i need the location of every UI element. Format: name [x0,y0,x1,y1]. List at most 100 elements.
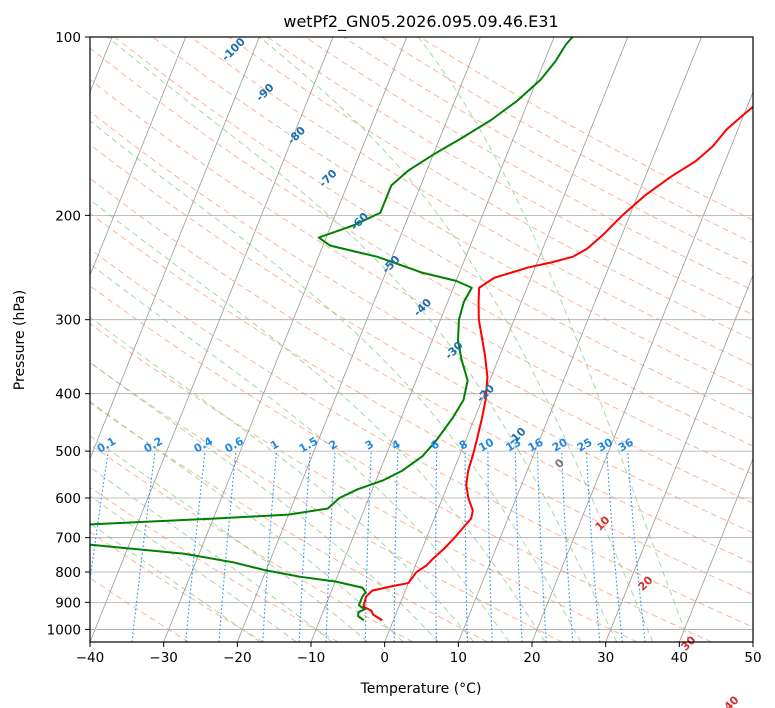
mixing-ratio-line [435,451,438,642]
moist-adiabat-label: -100 [219,35,248,64]
isotherm-line [90,37,260,460]
dry-adiabat-line [90,47,753,447]
dry-adiabat-line [90,212,753,596]
x-tick-label: −30 [149,650,178,666]
dry-adiabat-line [90,402,488,642]
moist-adiabat-line [90,361,439,642]
dry-adiabat-line [266,37,753,316]
dry-adiabat-label: 20 [636,573,656,593]
y-tick-label: 900 [55,595,81,611]
y-tick-label: 800 [55,565,81,581]
mixing-ratio-label: 8 [457,438,470,453]
dry-adiabat-line [343,37,753,267]
x-tick-label: −40 [76,650,105,666]
x-tick-label: −20 [223,650,252,666]
data-series [90,37,753,622]
x-tick-label: 40 [671,650,688,666]
x-tick-label: 0 [380,650,389,666]
moist-adiabat-label: -70 [316,167,339,190]
y-axis-label: Pressure (hPa) [12,290,28,390]
dry-adiabat-line [152,37,753,393]
mixing-ratio-line [585,451,601,642]
temperature-profile-line [362,105,753,622]
y-tick-label: 200 [55,208,81,224]
mixing-ratio-label: 0.2 [142,435,165,456]
moist-adiabat-line [90,495,297,642]
dry-adiabat-line [90,531,264,642]
mixing-ratio-label: 0.6 [222,434,246,455]
plot-frame [89,36,754,643]
line-annotations: 0.1 0.2 0.4 0.6 1 1.5 2 3 4 6 8 10 13 16 20 25 30 36-100-… [95,35,742,708]
mixing-ratio-label: 25 [575,436,595,455]
y-tick-label: 400 [55,387,81,403]
isotherm-line [163,37,408,642]
mixing-ratio-line [90,451,109,585]
dry-adiabat-line [90,285,712,642]
moist-adiabat-label: -50 [379,253,402,276]
mixing-ratio-label: 10 [476,435,496,454]
isotherm-line [531,90,753,642]
mixing-ratio-label: 20 [550,435,570,454]
dry-adiabat-line [305,37,753,291]
mixing-ratio-line [218,451,237,642]
isotherm-line [90,37,334,642]
dry-adiabat-label: 10 [593,513,613,533]
dry-adiabat-line [419,37,753,221]
mixing-ratio-label: 0.4 [192,434,216,455]
moist-adiabat-line [417,37,690,642]
moist-adiabat-label: -90 [253,81,276,104]
dry-adiabat-line [90,322,638,642]
dry-adiabat-label: 40 [722,693,742,708]
dewpoint-profile-line [90,37,574,622]
x-tick-label: −10 [297,650,326,666]
dry-adiabat-line [90,443,414,642]
dry-adiabat-line [90,486,339,642]
dry-adiabat-line [90,143,753,534]
y-tick-label: 300 [55,313,81,329]
isotherm-line [457,37,702,642]
axes: −40 −30 −20 −10 0 10 20 30 40 5010020030040050060… [47,30,762,666]
mixing-ratio-label: 2 [327,438,340,453]
mixing-ratio-line [262,451,278,642]
moist-adiabat-line [90,316,475,642]
moist-adiabat-line [90,400,404,642]
mixing-ratio-line [627,451,646,642]
mixing-ratio-line [606,451,623,642]
background-lines [90,37,753,642]
moist-adiabat-line [90,263,510,642]
mixing-ratio-label: 16 [526,435,546,454]
dry-adiabat-line [90,177,753,564]
mixing-ratio-label: 1.5 [297,435,320,456]
dry-adiabat-line [114,37,753,419]
moist-adiabat-line [90,466,333,642]
mixing-ratio-line [185,451,206,642]
y-tick-label: 700 [55,531,81,547]
mixing-ratio-line [561,451,574,642]
isotherm-line [90,37,187,277]
moist-adiabat-line [90,522,261,642]
x-tick-label: 20 [523,650,540,666]
x-tick-label: 30 [597,650,614,666]
y-tick-label: 600 [55,491,81,507]
moist-adiabat-line [90,435,368,642]
x-tick-label: 10 [450,650,467,666]
y-tick-label: 100 [55,30,81,46]
mixing-ratio-label: 3 [363,438,376,453]
mixing-ratio-line [536,451,547,642]
dry-adiabat-line [90,110,753,504]
isotherm-line [752,640,753,642]
isotherm-line [605,274,753,642]
moist-adiabat-line [90,120,582,642]
isotherm-line [310,37,555,642]
chart-title: wetPf2_GN05.2026.095.09.46.E31 [283,12,558,32]
moist-adiabat-label: -80 [285,124,308,147]
isotherm-line [678,457,753,642]
y-tick-label: 500 [55,444,81,460]
x-axis-label: Temperature (°C) [360,681,482,697]
moist-adiabat-line [107,37,618,642]
moist-adiabat-label: -60 [348,210,371,233]
dry-adiabat-line [90,361,563,642]
moist-adiabat-line [90,198,546,642]
dry-adiabat-line [228,37,753,341]
